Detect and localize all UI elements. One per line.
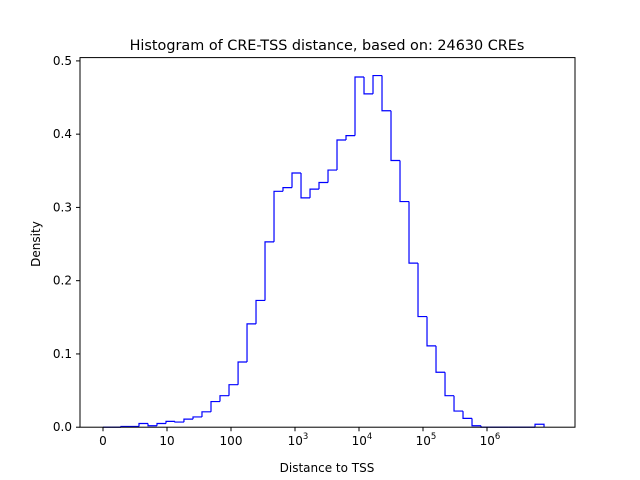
histogram-bin [417, 263, 428, 318]
histogram-bin [426, 316, 437, 347]
x-tick-label: 103 [288, 432, 309, 448]
histogram-bin [237, 361, 248, 385]
histogram-bin [300, 172, 311, 199]
histogram-bin [336, 139, 347, 171]
histogram-bin [264, 241, 275, 301]
histogram-bin [291, 172, 302, 188]
x-tick-label: 100 [220, 434, 243, 448]
histogram-bin [444, 372, 455, 397]
y-axis-ticks: 0.0 0.1 0.2 0.3 0.4 0.5 [53, 54, 80, 434]
histogram-bin [399, 160, 410, 203]
histogram-bin [390, 110, 401, 162]
histogram-bin [318, 181, 329, 190]
y-tick-label: 0.5 [53, 54, 72, 68]
x-axis-ticks: 0 10 100 103 104 105 106 [99, 427, 500, 448]
histogram-bin [471, 418, 482, 427]
histogram-bin [462, 411, 473, 420]
y-tick-label: 0.2 [53, 274, 72, 288]
histogram-bin [219, 395, 230, 402]
histogram-bin [246, 323, 257, 362]
histogram-bin [210, 400, 220, 412]
histogram-bin [408, 201, 419, 264]
y-tick-label: 0.3 [53, 200, 72, 214]
x-tick-label: 105 [416, 432, 437, 448]
histogram-bin [372, 74, 383, 94]
histogram-steps [103, 74, 545, 428]
histogram-bin [147, 423, 158, 427]
histogram-bin [138, 422, 149, 427]
histogram-bin [165, 420, 175, 424]
y-tick-label: 0.4 [53, 127, 72, 141]
histogram-bin [228, 384, 239, 396]
x-tick-label: 0 [99, 434, 107, 448]
histogram-bin [363, 77, 374, 95]
y-tick-label: 0.1 [53, 347, 72, 361]
histogram-bin [354, 76, 365, 136]
x-tick-label: 106 [480, 432, 501, 448]
histogram-bin [156, 422, 167, 426]
plot-frame [79, 57, 576, 428]
histogram-bin [273, 190, 283, 242]
histogram-bin [381, 75, 392, 112]
histogram-bin [183, 418, 194, 423]
x-tick-label: 10 [159, 434, 174, 448]
x-axis-label: Distance to TSS [280, 461, 375, 475]
histogram-bin [534, 423, 545, 428]
histogram-bin [201, 411, 212, 417]
histogram-bin [345, 135, 356, 141]
histogram-bin [255, 299, 266, 324]
histogram-bin [435, 345, 446, 373]
histogram-bin [192, 416, 202, 420]
chart-title: Histogram of CRE-TSS distance, based on:… [130, 38, 525, 54]
histogram-bin [174, 421, 184, 423]
histogram-bin [309, 188, 320, 198]
histogram-bin [327, 169, 338, 183]
y-tick-label: 0.0 [53, 420, 72, 434]
y-axis-label: Density [29, 221, 43, 267]
histogram-bin [282, 187, 293, 192]
histogram-bin [453, 395, 464, 412]
x-tick-label: 104 [352, 432, 373, 448]
